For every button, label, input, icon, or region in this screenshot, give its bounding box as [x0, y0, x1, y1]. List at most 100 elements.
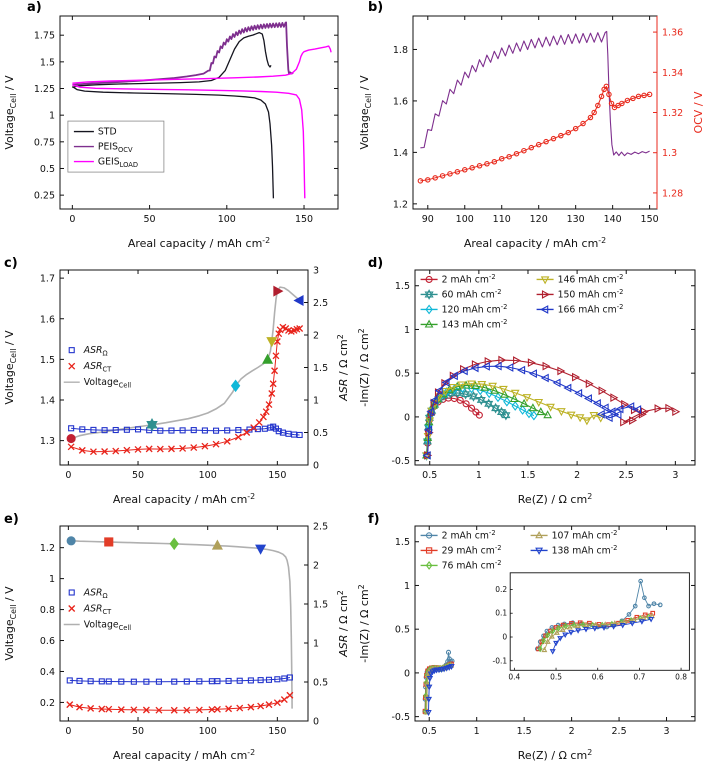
axes-ticks: 0 50 100 150 0.25 0.5 0.75 1 1.25 1.5 1.75 — [34, 16, 338, 225]
plot-series — [72, 21, 332, 199]
series-cap-2 — [66, 434, 76, 444]
inset-x-tick: 0.5 — [550, 672, 562, 681]
axes-ticks: 0 50 100 150 0.2 0.4 0.6 0.8 1 1.2 0 0.5 1 1.5 2 2.5 — [40, 522, 328, 738]
x-tick-label: 1.5 — [520, 470, 535, 481]
y2-tick-label: 0.5 — [313, 678, 328, 689]
legend-entry: 2 mAh cm-2 — [420, 273, 496, 285]
x-tick-label: 0 — [65, 470, 71, 481]
x-tick-label: 90 — [422, 214, 434, 225]
x-tick-label: 2 — [569, 726, 575, 737]
plot-series — [422, 355, 681, 461]
legend-label: VoltageCell — [84, 377, 132, 389]
y2-axis-label: OCV / V — [692, 91, 705, 134]
chart-e-canvas: 0 50 100 150 0.2 0.4 0.6 0.8 1 1.2 0 0.5 1 1.5 2 2.5 ASR… — [3, 522, 350, 763]
chart-c: 0 50 100 150 1.3 1.4 1.5 1.6 1.7 0 0.5 1 1.5 2 2.5 3 ASR… — [3, 266, 350, 507]
chart-a-canvas: 0 50 100 150 0.25 0.5 0.75 1 1.25 1.5 1.75 Areal ca… — [3, 15, 339, 250]
y-axis-label: VoltageCell / V — [3, 330, 18, 405]
y2-tick-label: 2 — [313, 331, 319, 342]
legend-entry: 29 mAh cm-2 — [420, 544, 502, 557]
legend-label: 76 mAh cm-2 — [442, 559, 502, 572]
series-eis-146 — [422, 380, 606, 461]
plot-series — [66, 536, 294, 714]
series-cap-60 — [146, 418, 158, 432]
chart-f: 0.4 0.5 0.6 0.7 0.8 -0.1 0 0.1 0.2 0.5 1 1.5 2 2.5 3 -0… — [357, 525, 696, 762]
y-tick-label: -0.5 — [391, 456, 410, 467]
chart-f-canvas: 0.4 0.5 0.6 0.7 0.8 -0.1 0 0.1 0.2 0.5 1 1.5 2 2.5 3 -0… — [357, 525, 696, 762]
axes-ticks: 0.5 1 1.5 2 2.5 3 -0.5 0 0.5 1 1.5 — [391, 270, 695, 481]
y-tick-label: 1.4 — [393, 148, 408, 159]
y-tick-label: 1.6 — [40, 314, 55, 325]
x-axis-label: Areal capacity / mAh cm-2 — [113, 492, 255, 506]
series-asr-ct — [67, 323, 304, 456]
legend-entry: ASRΩ — [68, 588, 108, 600]
panel-d: 0.5 1 1.5 2 2.5 3 -0.5 0 0.5 1 1.5 Re(Z) / Ω cm2 -Im… — [355, 256, 709, 511]
y-tick-label: 1.2 — [393, 199, 408, 210]
x-tick-label: 150 — [641, 214, 659, 225]
x-tick-label: 0.5 — [422, 726, 437, 737]
series-cap-166 — [293, 294, 304, 307]
x-tick-label: 150 — [295, 214, 313, 225]
legend: STD PEISOCV GEISLOAD — [67, 120, 165, 173]
y-tick-label: 1.5 — [395, 281, 410, 292]
series-asr-ohm — [68, 423, 303, 439]
x-axis-label: Re(Z) / Ω cm2 — [518, 748, 592, 762]
y-tick-label: 0.5 — [395, 369, 410, 380]
x-tick-label: 2.5 — [612, 726, 627, 737]
y-tick-label: 0.8 — [40, 605, 55, 616]
y-tick-label: 1.5 — [40, 355, 55, 366]
plot-series — [66, 285, 304, 456]
y-tick-label: 1.8 — [393, 45, 408, 56]
series-asr-ct — [66, 691, 294, 714]
y-tick-label: 1.3 — [40, 436, 55, 447]
x-tick-label: 3 — [672, 470, 678, 481]
chart-d: 0.5 1 1.5 2 2.5 3 -0.5 0 0.5 1 1.5 Re(Z) / Ω cm2 -Im… — [357, 269, 696, 506]
y-tick-label: 0.75 — [34, 137, 55, 148]
series-cap-150 — [273, 285, 284, 297]
x-axis-label: Areal capacity / mAh cm-2 — [128, 236, 270, 250]
y-tick-label: 1 — [404, 581, 410, 592]
axes-box — [59, 15, 339, 210]
x-tick-label: 1 — [474, 726, 480, 737]
x-tick-label: 0.5 — [422, 470, 437, 481]
series-GEIS-LOAD — [72, 45, 332, 199]
y-tick-label: 0.25 — [34, 191, 55, 202]
series-cap-143 — [262, 353, 274, 364]
legend-label: 29 mAh cm-2 — [442, 544, 502, 557]
panel-c: 0 50 100 150 1.3 1.4 1.5 1.6 1.7 0 0.5 1 1.5 2 2.5 3 ASR… — [0, 256, 354, 511]
chart-a: 0 50 100 150 0.25 0.5 0.75 1 1.25 1.5 1.75 Areal ca… — [3, 15, 339, 250]
y-tick-label: 1 — [49, 111, 55, 122]
x-tick-label: 100 — [218, 214, 236, 225]
inset-y-tick: 0.2 — [495, 585, 507, 594]
axes-ticks: 0 50 100 150 1.3 1.4 1.5 1.6 1.7 0 0.5 1 1.5 2 2.5 3 — [40, 266, 328, 482]
y2-tick-label: 1.5 — [313, 363, 328, 374]
legend-entry: 143 mAh cm-2 — [420, 318, 508, 331]
series-cap-29 — [104, 537, 114, 547]
legend-entry: 120 mAh cm-2 — [420, 303, 507, 315]
x-tick-label: 50 — [144, 214, 156, 225]
x-tick-label: 1 — [476, 470, 482, 481]
legend-label: 143 mAh cm-2 — [442, 318, 508, 331]
y-tick-label: 0.6 — [40, 636, 55, 647]
legend-entry: VoltageCell — [63, 620, 131, 632]
y-tick-label: 1.6 — [393, 96, 408, 107]
y2-tick-label: 1.28 — [662, 188, 683, 199]
axes-box — [414, 269, 696, 466]
chart-d-canvas: 0.5 1 1.5 2 2.5 3 -0.5 0 0.5 1 1.5 Re(Z) / Ω cm2 -Im… — [357, 269, 696, 506]
x-tick-label: 150 — [268, 470, 286, 481]
legend-entry: 150 mAh cm-2 — [536, 288, 623, 300]
legend-entry: GEISLOAD — [73, 157, 138, 169]
y-axis-label: -Im(Z) / Ω cm2 — [357, 584, 371, 662]
x-tick-label: 140 — [604, 214, 622, 225]
chart-c-canvas: 0 50 100 150 1.3 1.4 1.5 1.6 1.7 0 0.5 1 1.5 2 2.5 3 ASR… — [3, 266, 350, 507]
x-tick-label: 150 — [268, 726, 286, 737]
y2-tick-label: 0 — [313, 717, 319, 728]
y2-tick-label: 1.5 — [313, 600, 328, 611]
x-axis-label: Areal capacity / mAh cm-2 — [464, 236, 606, 250]
axes-box — [412, 15, 658, 210]
y-axis-label: VoltageCell / V — [358, 75, 373, 150]
panel-label-b: b) — [368, 0, 384, 15]
x-tick-label: 110 — [493, 214, 511, 225]
legend-entry: ASRCT — [68, 361, 112, 373]
plot-series — [422, 649, 455, 716]
y-tick-label: 1 — [49, 574, 55, 585]
